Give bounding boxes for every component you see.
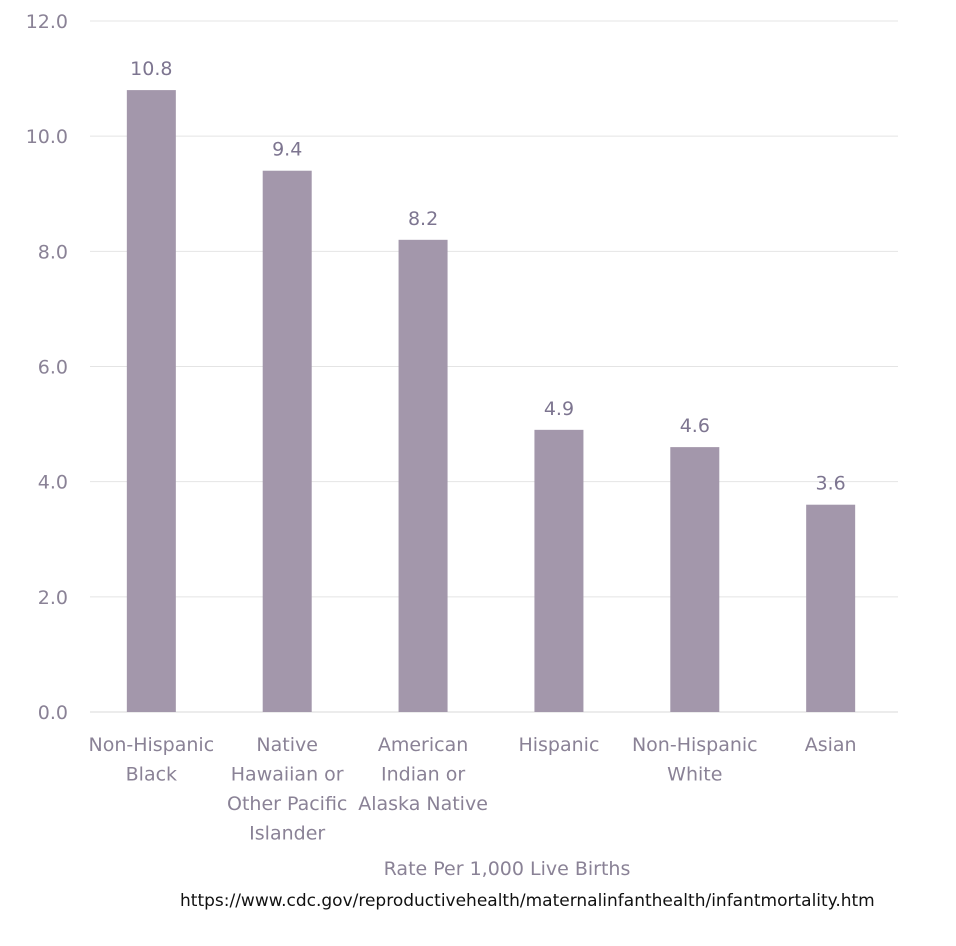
x-category-label: American Indian or Alaska Native: [358, 734, 488, 815]
x-axis-categories: Non-Hispanic Black Native Hawaiian or Other …: [88, 734, 856, 845]
bar: [534, 429, 584, 712]
y-tick-label: 8.0: [38, 241, 68, 263]
x-category-line: Islander: [249, 823, 325, 845]
y-tick-label: 0.0: [38, 702, 68, 724]
bar-value-label: 9.4: [272, 139, 302, 161]
x-category-label: Hispanic: [518, 734, 599, 756]
x-category-line: Asian: [805, 734, 857, 756]
x-category-line: Non-Hispanic: [632, 734, 758, 756]
data-labels: 10.8 9.4 8.2 4.9 4.6 3.6: [130, 58, 846, 495]
y-axis-ticks: 0.0 2.0 4.0 6.0 8.0 10.0 12.0: [26, 11, 68, 724]
y-tick-label: 12.0: [26, 11, 68, 33]
y-tick-label: 4.0: [38, 472, 68, 494]
bar: [806, 504, 856, 712]
x-category-line: Indian or: [381, 764, 465, 786]
bar-value-label: 4.9: [544, 398, 574, 420]
bar: [262, 170, 312, 712]
bar-value-label: 8.2: [408, 208, 438, 230]
gridlines: [90, 20, 898, 713]
y-tick-label: 10.0: [26, 126, 68, 148]
x-category-line: White: [667, 764, 722, 786]
x-axis-title: Rate Per 1,000 Live Births: [384, 858, 631, 880]
x-category-label: Asian: [805, 734, 857, 756]
x-category-line: Native: [256, 734, 318, 756]
x-category-line: Black: [126, 764, 177, 786]
bar-value-label: 4.6: [680, 415, 710, 437]
x-category-line: Alaska Native: [358, 793, 488, 815]
bar-value-label: 10.8: [130, 58, 172, 80]
bar: [126, 90, 176, 713]
x-category-line: Hawaiian or: [231, 764, 344, 786]
bar-chart: 0.0 2.0 4.0 6.0 8.0 10.0 12.0 10.8 9.4 8.2 4.9 4.6…: [26, 11, 898, 880]
y-tick-label: 2.0: [38, 587, 68, 609]
y-tick-label: 6.0: [38, 357, 68, 379]
x-category-label: Non-Hispanic Black: [88, 734, 214, 786]
bars: [126, 90, 856, 713]
x-category-label: Native Hawaiian or Other Pacific Islander: [227, 734, 347, 845]
x-category-label: Non-Hispanic White: [632, 734, 758, 786]
bar: [670, 447, 720, 712]
bar: [398, 239, 448, 713]
x-category-line: Other Pacific: [227, 793, 347, 815]
x-category-line: Hispanic: [518, 734, 599, 756]
x-category-line: Non-Hispanic: [88, 734, 214, 756]
x-category-line: American: [378, 734, 468, 756]
bar-value-label: 3.6: [816, 473, 846, 495]
source-url[interactable]: https://www.cdc.gov/reproductivehealth/m…: [180, 891, 875, 911]
